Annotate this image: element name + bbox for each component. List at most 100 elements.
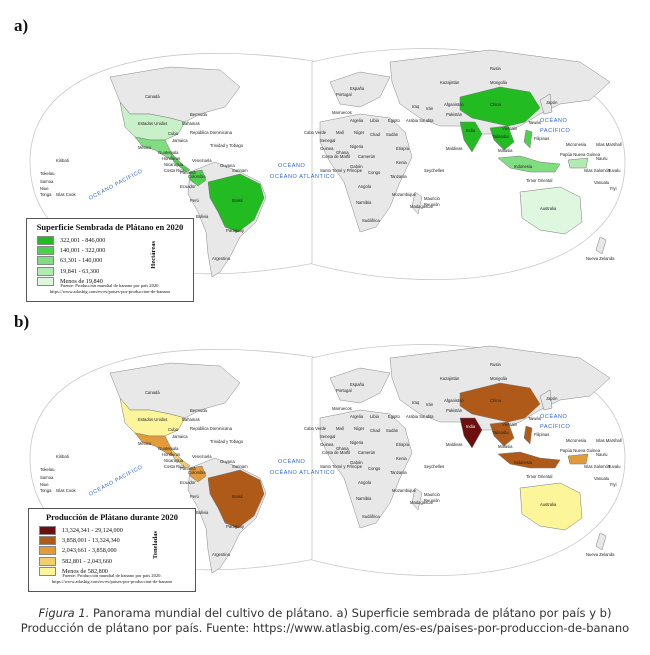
label-nigeria: Nigeria [350,144,364,149]
label-namibia: Namibia [356,200,372,205]
label-fiji: Fiyi [610,482,617,487]
label-colombia: Colombia [188,174,206,179]
legend-rows: 13,324,341 - 29,124,000 3,858,001 - 13,3… [39,525,123,577]
label-bermuda: Bermuda [190,408,208,413]
label-nauru: Nauru [596,452,608,457]
label-japon: Japón [546,396,558,401]
label-egipto: Egipto [388,118,401,123]
label-camerun: Camerún [358,154,376,159]
label-kiribati: Kiribati [56,158,69,163]
label-filipinas: Filipinas [534,432,549,437]
label-rusia: Rusia [490,66,501,71]
label-niue: Niue [40,186,49,191]
label-iraq: Iraq [412,104,420,109]
label-libia: Libia [370,118,380,123]
papua-shape [567,453,589,465]
label-niue: Niue [40,482,49,487]
central-america-shape [169,447,191,469]
caption-text: Panorama mundial del cultivo de plátano.… [20,606,630,635]
label-afganistan: Afganistán [444,398,464,403]
label-tokelau: Tokelau [40,171,55,176]
label-india: India [466,128,476,133]
label-chad: Chad [370,132,381,137]
label-nauru: Nauru [596,156,608,161]
label-arabia: Arabia Saudita [406,414,434,419]
label-reunion: Reunión [424,202,440,207]
label-guinea: Guinea [320,442,334,447]
label-china: China [490,102,502,107]
label-atlantico: OCÉANO ATLÁNTICO [270,173,335,180]
label-egipto: Egipto [388,414,401,419]
legend-source-line: Fuente: Producción mundial de banano por… [62,573,162,578]
legend-row: Menos de 582,800 [39,567,123,577]
new-zealand-shape [595,532,607,551]
colombia-shape [189,465,207,483]
label-niger: Níger [354,426,365,431]
china-shape [459,382,541,423]
label-micronesia: Micronesia [566,438,587,443]
label-mongolia: Mongolia [490,80,508,85]
philippines-shape [523,425,533,445]
label-madagascar: Madagascar [410,500,434,505]
legend-swatch [37,266,54,276]
label-argentina: Argentina [212,552,231,557]
label-santo-tome: Santo Tomé y Príncipe [320,168,363,173]
china-shape [459,86,541,127]
label-kiribati: Kiribati [56,454,69,459]
label-namibia: Namibia [356,496,372,501]
label-espana: España [350,86,365,91]
label-cabo-verde: Cabo Verde [304,426,327,431]
legend-row: 2,043,661 - 3,858,000 [39,546,123,556]
legend-range: Menos de 19,840 [60,278,103,286]
japan-shape [539,389,553,411]
label-santo-tome: Santo Tomé y Príncipe [320,464,363,469]
label-vanuatu: Vanuatu [594,180,610,185]
legend-row: 13,324,341 - 29,124,000 [39,525,123,535]
label-australia: Australia [540,206,557,211]
label-atlantico: OCÉANO ATLÁNTICO [270,469,335,476]
label-ghana: Ghana [336,446,349,451]
label-kenia: Kenia [396,160,407,165]
label-islas-salomon: Islas Salomón [584,464,611,469]
label-kazajistan: Kazajistán [440,80,460,85]
label-argelia: Argelia [350,118,364,123]
label-indonesia: Indonesia [514,164,533,169]
label-tailandia: Tailandia [492,430,509,435]
label-mozambique: Mozambique [392,192,417,197]
label-costa-rica: Costa Rica [164,464,185,469]
label-bolivia: Bolivia [196,214,209,219]
label-nicaragua: Nicaragua [164,162,184,167]
legend-range: 140,001 - 322,000 [60,247,106,255]
label-costa-marfil: Costa de Marfil [322,450,350,455]
label-oceano-east: OCÉANO [540,413,568,420]
legend-swatch [39,546,56,556]
label-rep-dominicana: República Dominicana [190,426,233,431]
legend-source-url: https://www.atlasbig.com/es-es/paises-po… [49,289,171,294]
legend-source-line: Fuente: Producción mundial de banano por… [60,283,160,288]
label-iran: Irán [426,106,434,111]
philippines-shape [523,129,533,149]
label-honduras: Honduras [162,156,180,161]
label-ecuador: Ecuador [180,480,196,485]
label-ghana: Ghana [336,150,349,155]
madagascar-shape [411,191,423,215]
legend-swatch [37,277,54,287]
label-congo: Congo [368,466,381,471]
panel-letter: a) [14,16,29,35]
label-indonesia: Indonesia [514,460,533,465]
india-shape [459,121,483,153]
panel-letter: b) [14,312,30,331]
madagascar-shape [411,487,423,511]
label-taiwan: Taiwán [528,416,542,421]
label-papua: Papúa Nueva Guinea [560,152,601,157]
label-sudafrica: Sudáfrica [362,218,380,223]
southeast-asia-shape [489,421,515,447]
legend-range: Menos de 582,800 [62,568,108,576]
legend-swatch [39,567,56,577]
label-fiji: Fiyi [610,186,617,191]
legend-title: Superficie Sembrada de Plátano en 2020 [36,222,184,232]
label-angola: Angola [358,480,372,485]
legend-rows: 322,001 - 846,000 140,001 - 322,000 63,3… [37,235,105,287]
label-madagascar: Madagascar [410,204,434,209]
legend-range: 13,324,341 - 29,124,000 [62,526,123,534]
